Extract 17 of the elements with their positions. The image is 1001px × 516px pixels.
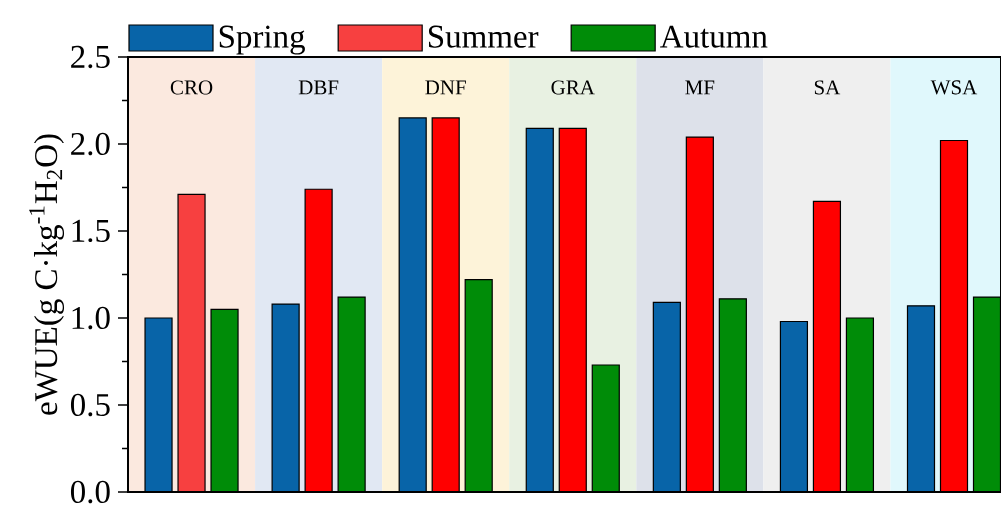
legend-label: Spring [219,25,305,55]
y-tick-label: 0.5 [70,393,110,417]
y-tick-label: 1.5 [72,219,110,243]
x-tick-label: DNF [425,80,466,95]
y-tick-label: 0.0 [70,480,110,504]
x-tick-label: MF [685,80,715,95]
legend-label: Summer [428,25,539,48]
y-axis-title: eWUE(g C·kg$^{-1}$H$_{2}$O) [29,134,65,415]
y-tick-label: 1.0 [72,306,110,330]
legend-label: Autumn [660,25,768,48]
x-tick-label: SA [814,80,841,95]
y-tick-label: 2.0 [71,132,110,156]
x-tick-label: CRO [170,80,213,95]
x-tick-label: DBF [298,80,339,95]
y-tick-label: 2.5 [71,45,110,69]
x-tick-label: WSA [930,80,978,95]
x-tick-label: GRA [551,80,595,95]
